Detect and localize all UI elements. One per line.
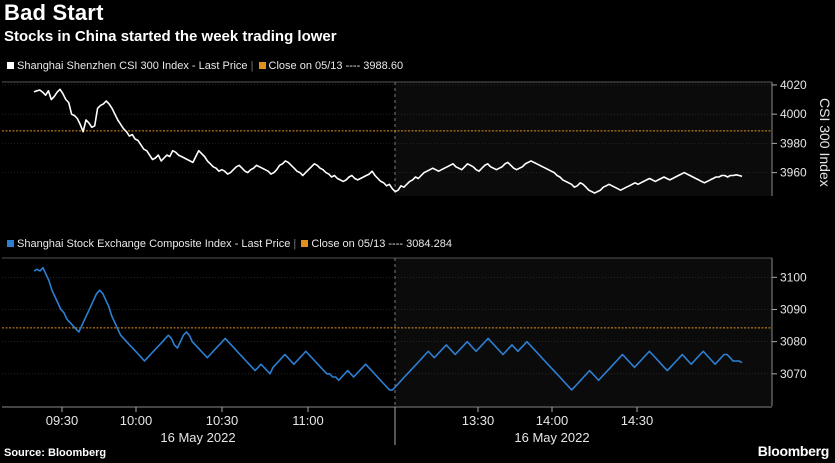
y-tick-label: 3070 — [780, 367, 807, 381]
y-axis-label: CSI 300 Index — [817, 98, 833, 187]
legend-label-close-top: Close on 05/13 ---- 3988.60 — [268, 60, 404, 72]
x-tick-label: 10:30 — [206, 413, 239, 428]
legend-swatch-sse — [7, 240, 14, 248]
afternoon-shade — [395, 82, 772, 196]
bloomberg-logo: Bloomberg — [757, 443, 830, 459]
y-tick-label: 3100 — [780, 270, 807, 284]
x-axis: 09:30 10:00 10:30 11:00 13:30 14:00 14:30 16 Ma… — [2, 406, 772, 445]
chart-subtitle: Stocks in China started the week trading… — [4, 28, 337, 45]
y-tick-label: 4020 — [780, 78, 807, 92]
y-tick-label: 3980 — [780, 136, 807, 150]
legend-label-close-bottom: Close on 05/13 ---- 3084.284 — [311, 238, 452, 250]
y-tick-label: 3080 — [780, 335, 807, 349]
series-line-csi300 — [33, 88, 743, 194]
panel-csi300: 4020 4000 3980 3960 — [2, 78, 807, 196]
legend-swatch-close-bottom — [301, 240, 309, 248]
x-tick-label: 11:00 — [292, 413, 324, 428]
x-tick-label: 10:00 — [120, 413, 153, 428]
x-tick-label: 09:30 — [46, 413, 79, 428]
legend-bottom: Shanghai Stock Exchange Composite Index … — [5, 238, 452, 250]
chart-title: Bad Start — [4, 0, 104, 25]
y-tick-label: 3960 — [780, 166, 807, 180]
y-tick-label: 3090 — [780, 302, 807, 316]
x-date-label: 16 May 2022 — [514, 430, 589, 445]
x-tick-label: 14:00 — [536, 413, 569, 428]
x-date-label: 16 May 2022 — [160, 430, 235, 445]
legend-top: Shanghai Shenzhen CSI 300 Index - Last P… — [5, 60, 403, 72]
legend-label-csi: Shanghai Shenzhen CSI 300 Index - Last P… — [17, 60, 248, 72]
source-note: Source: Bloomberg — [4, 447, 107, 459]
legend-swatch-csi — [7, 62, 14, 70]
series-line-sse — [33, 266, 743, 391]
x-tick-label: 13:30 — [462, 413, 495, 428]
legend-label-sse: Shanghai Stock Exchange Composite Index … — [17, 238, 291, 250]
x-tick-label: 14:30 — [621, 413, 654, 428]
panel-sse: 3100 3090 3080 3070 — [2, 257, 807, 406]
y-tick-label: 4000 — [780, 107, 807, 121]
afternoon-shade — [395, 258, 772, 406]
legend-swatch-close-top — [258, 62, 266, 70]
